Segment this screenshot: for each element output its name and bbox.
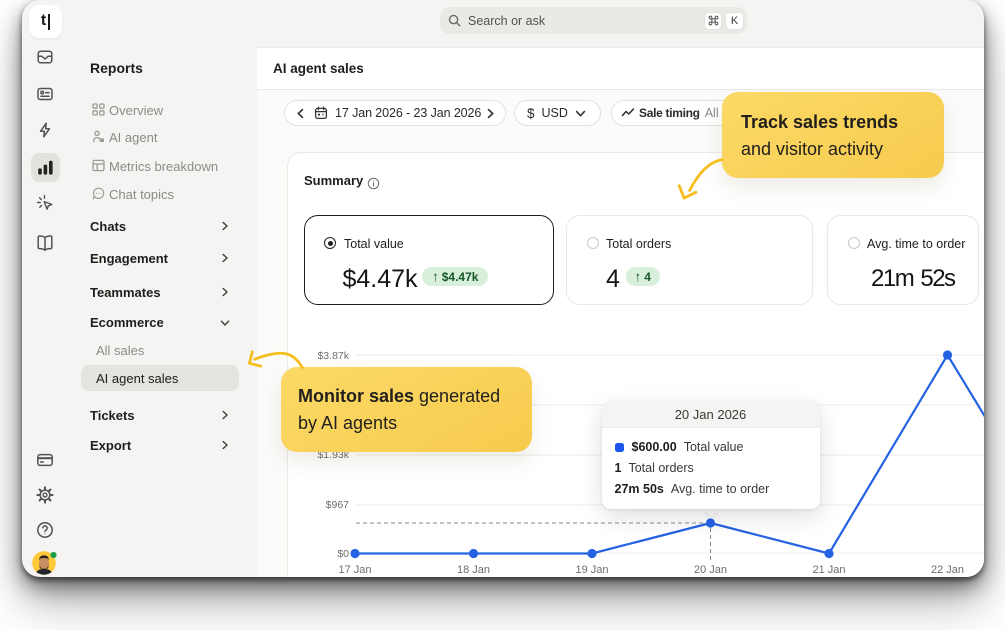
svg-text:22 Jan: 22 Jan <box>931 564 964 576</box>
svg-text:18 Jan: 18 Jan <box>457 564 490 576</box>
svg-text:$3.87k: $3.87k <box>317 350 349 362</box>
svg-text:19 Jan: 19 Jan <box>575 564 608 576</box>
svg-text:20 Jan: 20 Jan <box>694 564 727 576</box>
svg-text:17 Jan: 17 Jan <box>338 564 371 576</box>
svg-text:$1.93k: $1.93k <box>317 449 349 461</box>
svg-text:$0: $0 <box>337 548 349 560</box>
svg-text:21 Jan: 21 Jan <box>812 564 845 576</box>
svg-text:$967: $967 <box>326 499 350 511</box>
